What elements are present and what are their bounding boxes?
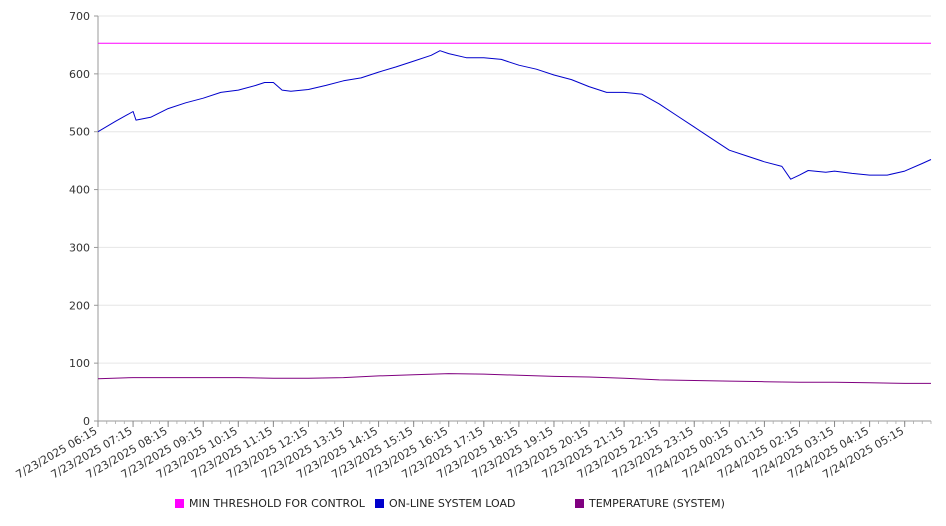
legend-label-system-load: ON-LINE SYSTEM LOAD xyxy=(389,497,516,510)
y-tick-label: 400 xyxy=(69,184,90,197)
legend-item-temperature[interactable]: TEMPERATURE (SYSTEM) xyxy=(575,497,725,510)
y-tick-label: 600 xyxy=(69,68,90,81)
series-system-load-line xyxy=(97,50,932,180)
x-axis-tick-labels: 7/23/2025 06:157/23/2025 07:157/23/2025 … xyxy=(14,424,907,481)
grid-lines xyxy=(98,15,931,364)
legend-label-temperature: TEMPERATURE (SYSTEM) xyxy=(589,497,725,510)
y-tick-label: 0 xyxy=(83,415,90,428)
y-tick-label: 500 xyxy=(69,126,90,139)
series-temperature-line xyxy=(97,373,931,384)
axes xyxy=(94,15,932,427)
legend: MIN THRESHOLD FOR CONTROL ON-LINE SYSTEM… xyxy=(0,497,946,515)
legend-label-min-threshold: MIN THRESHOLD FOR CONTROL xyxy=(189,497,365,510)
legend-item-min-threshold[interactable]: MIN THRESHOLD FOR CONTROL xyxy=(175,497,365,510)
legend-swatch-temperature xyxy=(575,499,584,508)
y-tick-label: 100 xyxy=(69,357,90,370)
y-axis-tick-labels: 0 100 200 300 400 500 600 700 xyxy=(69,10,90,428)
legend-swatch-system-load xyxy=(375,499,384,508)
legend-item-system-load[interactable]: ON-LINE SYSTEM LOAD xyxy=(375,497,515,510)
legend-swatch-min-threshold xyxy=(175,499,184,508)
y-tick-label: 200 xyxy=(69,299,90,312)
y-tick-label: 700 xyxy=(69,10,90,23)
series-lines xyxy=(97,42,932,384)
y-tick-label: 300 xyxy=(69,241,90,254)
